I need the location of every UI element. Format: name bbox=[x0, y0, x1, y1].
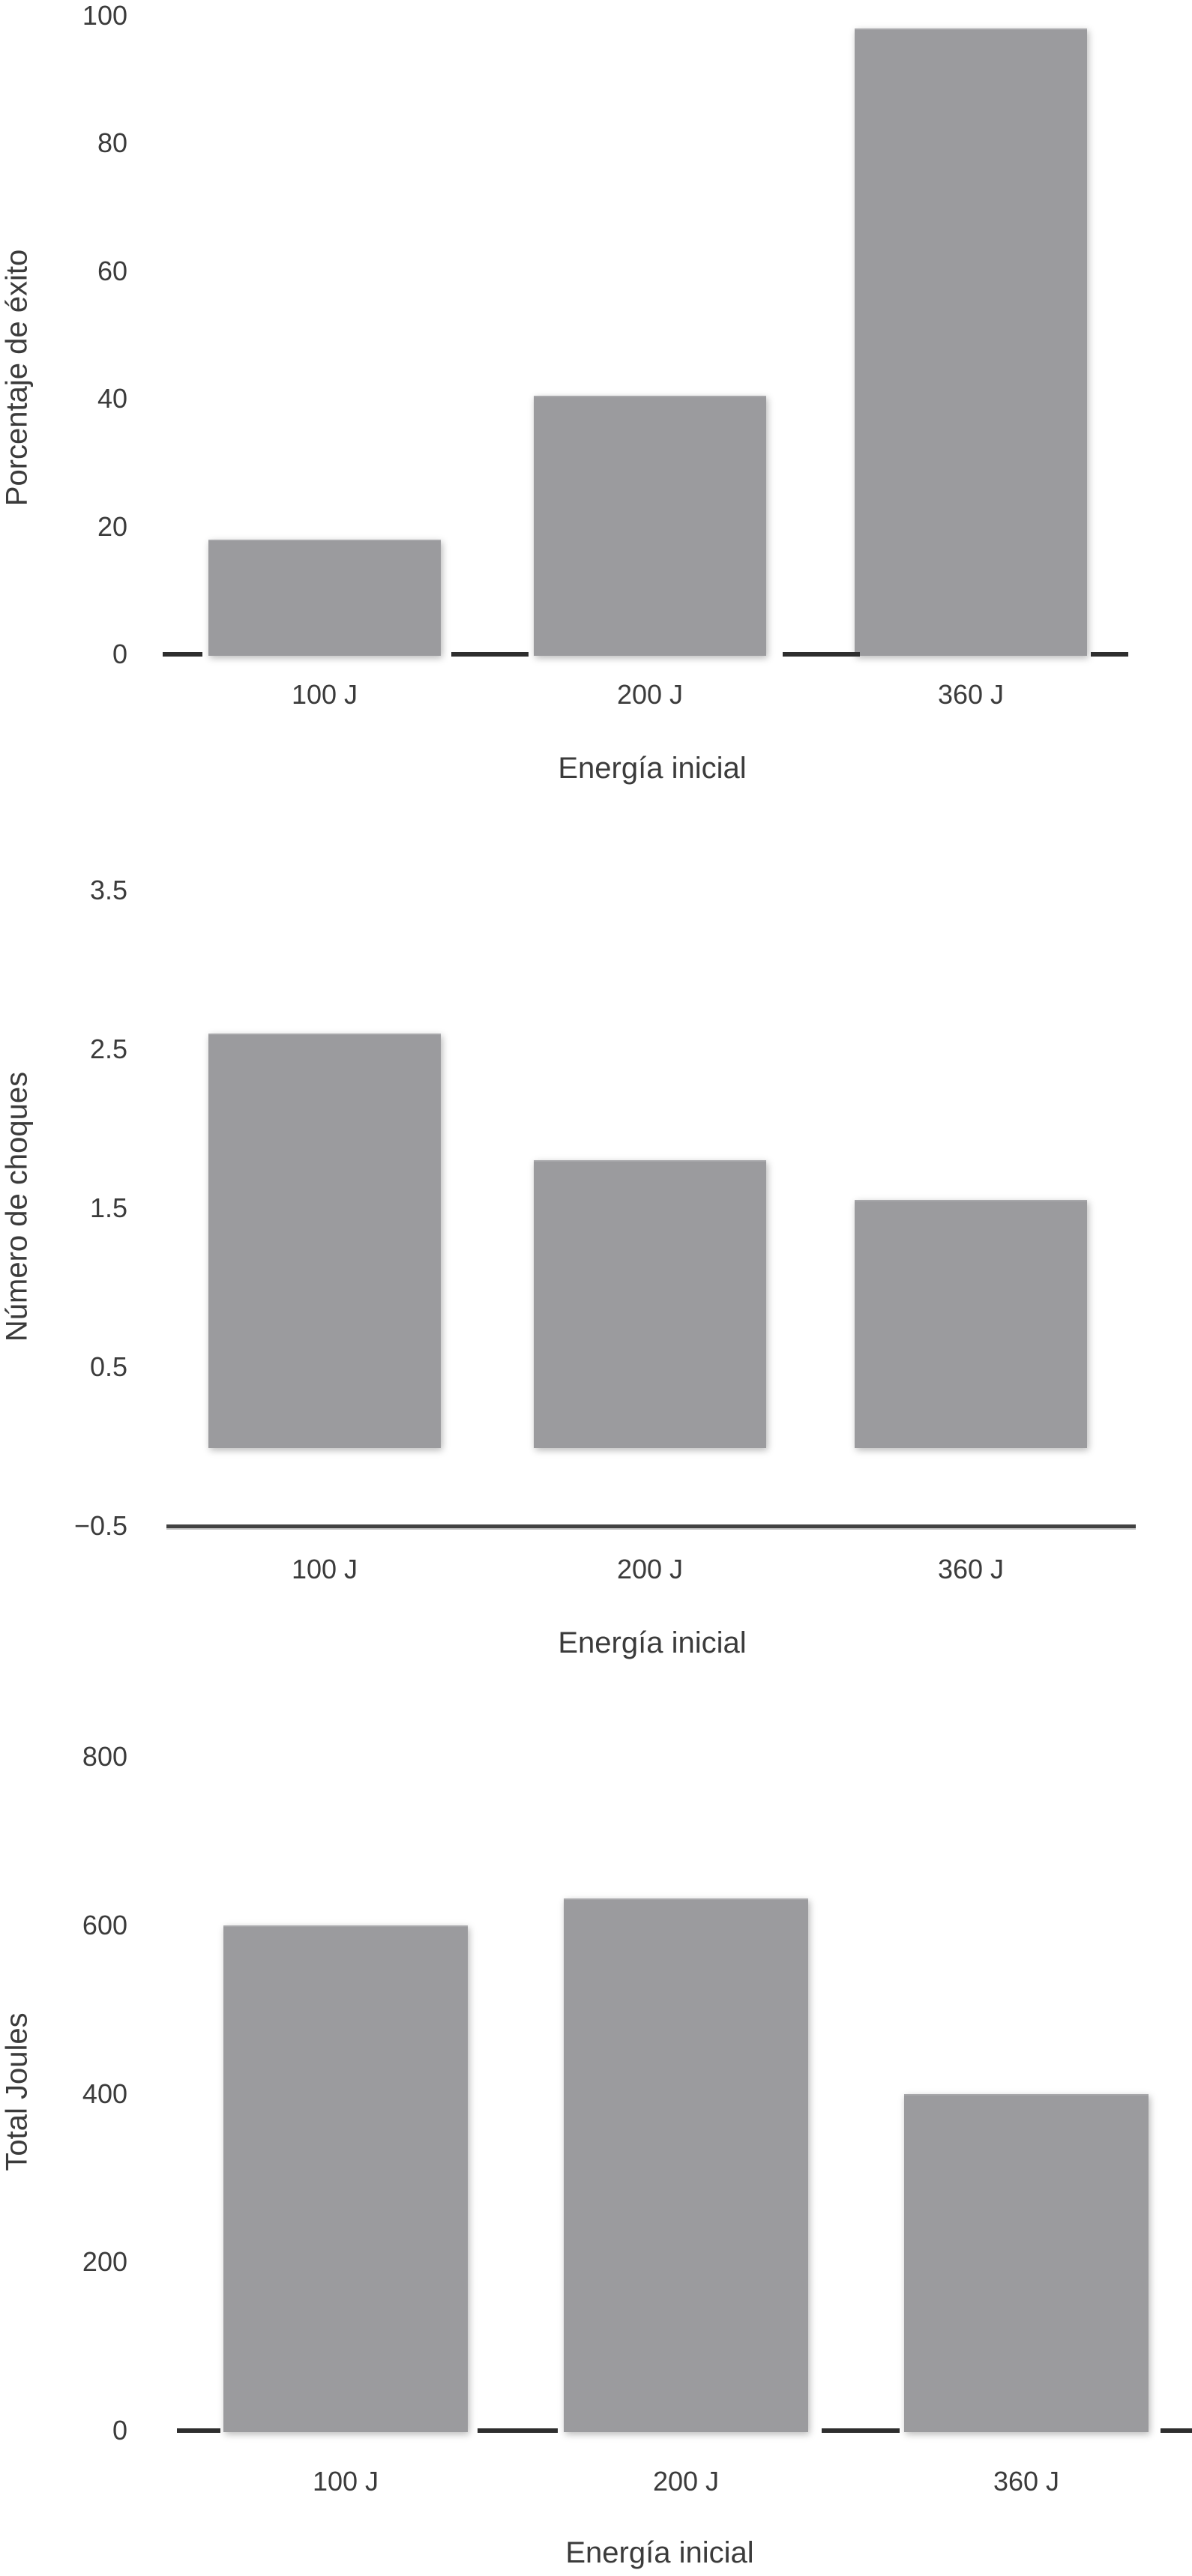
x-category-label: 200 J bbox=[652, 2466, 720, 2497]
y-axis-tick-label: 0 bbox=[112, 2415, 127, 2446]
axis-baseline-dash bbox=[451, 652, 529, 657]
bar-200-j bbox=[534, 1160, 766, 1448]
y-axis-tick-label: 0 bbox=[112, 639, 127, 669]
y-axis-tick-label: 3.5 bbox=[89, 875, 127, 905]
x-category-label: 100 J bbox=[291, 679, 358, 710]
x-category-label: 360 J bbox=[937, 1554, 1005, 1584]
x-category-label: 100 J bbox=[312, 2466, 379, 2497]
x-category-label: 200 J bbox=[616, 679, 684, 710]
y-axis-tick-label: 80 bbox=[97, 127, 127, 159]
y-axis-tick-label: 400 bbox=[82, 2078, 127, 2109]
y-axis-title: Porcentaje de éxito bbox=[0, 249, 34, 507]
chart-porcentaje-de-exito: Porcentaje de éxito 0 20 40 60 80 100 100 J 200… bbox=[0, 0, 1192, 862]
bar-200-j bbox=[564, 1898, 808, 2432]
y-axis-tick-label: 2.5 bbox=[89, 1034, 127, 1064]
bar-360-j bbox=[855, 28, 1087, 656]
x-category-label: 360 J bbox=[937, 679, 1005, 710]
y-axis-tick-label: 1.5 bbox=[89, 1192, 127, 1223]
y-axis-tick-label: 600 bbox=[82, 1909, 127, 1940]
x-axis-baseline bbox=[166, 1524, 1136, 1528]
axis-baseline-dash bbox=[783, 652, 860, 657]
axis-baseline-dash bbox=[478, 2428, 558, 2433]
x-axis-title: Energía inicial bbox=[558, 752, 747, 785]
axis-baseline-dash bbox=[1161, 2428, 1192, 2433]
y-axis-tick-label: 800 bbox=[82, 1741, 127, 1772]
y-axis-tick-label: −0.5 bbox=[73, 1510, 127, 1541]
axis-baseline-dash bbox=[163, 652, 202, 657]
x-category-label: 100 J bbox=[291, 1554, 358, 1584]
x-category-label: 200 J bbox=[616, 1554, 684, 1584]
x-axis-title: Energía inicial bbox=[558, 1626, 747, 1659]
axis-baseline-dash bbox=[177, 2428, 220, 2433]
y-axis-tick-label: 40 bbox=[97, 383, 127, 414]
x-axis-title: Energía inicial bbox=[565, 2536, 754, 2569]
bar-360-j bbox=[904, 2093, 1149, 2432]
bar-100-j bbox=[223, 1925, 468, 2432]
y-axis-tick-label: 60 bbox=[97, 255, 127, 286]
y-axis-tick-label: 100 bbox=[82, 0, 127, 31]
x-category-label: 360 J bbox=[993, 2466, 1060, 2497]
bar-360-j bbox=[855, 1200, 1087, 1448]
axis-baseline-dash bbox=[822, 2428, 900, 2433]
y-axis-tick-label: 200 bbox=[82, 2246, 127, 2278]
bar-100-j bbox=[208, 1033, 441, 1448]
bar-200-j bbox=[534, 395, 766, 656]
y-axis-tick-label: 20 bbox=[97, 510, 127, 542]
axis-baseline-dash bbox=[1091, 652, 1128, 657]
y-axis-tick-label: 0.5 bbox=[89, 1351, 127, 1382]
chart-total-joules: Total Joules 0 200 400 600 800 100 J 200 J 360 … bbox=[0, 1718, 1192, 2576]
bar-100-j bbox=[208, 539, 441, 656]
